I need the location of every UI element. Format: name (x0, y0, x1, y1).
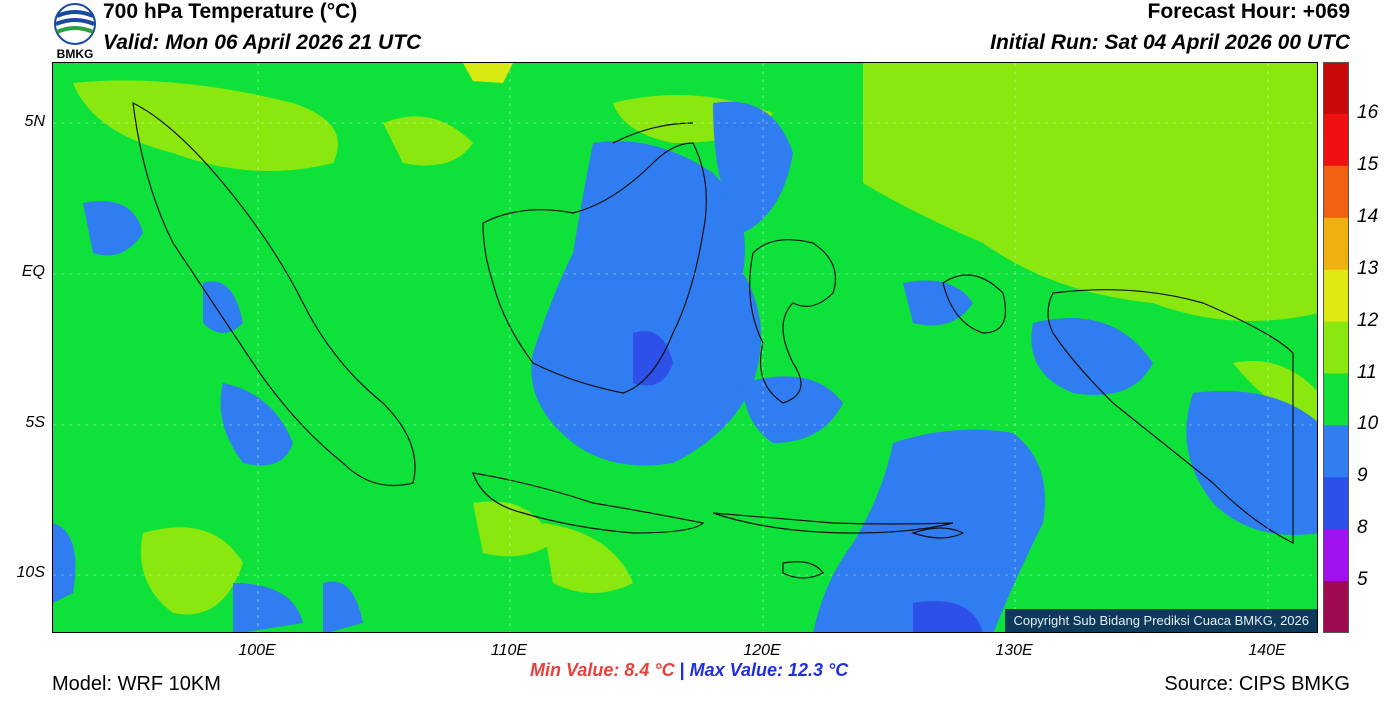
temperature-map: Copyright Sub Bidang Prediksi Cuaca BMKG… (52, 62, 1318, 633)
colorbar-segment (1323, 165, 1349, 219)
lon-label-110e: 110E (490, 642, 528, 659)
colorbar-segment (1323, 321, 1349, 374)
colorbar-segment (1323, 373, 1349, 426)
source-label: Source: CIPS BMKG (1164, 673, 1350, 695)
colorbar-label: 11 (1357, 361, 1377, 383)
colorbar-label: 10 (1357, 413, 1379, 435)
colorbar-label: 14 (1357, 205, 1379, 227)
colorbar-segment (1323, 529, 1349, 582)
model-label: Model: WRF 10KM (52, 673, 221, 695)
colorbar-label: 16 (1357, 101, 1379, 123)
colorbar-label: 8 (1357, 517, 1368, 539)
valid-time: Valid: Mon 06 April 2026 21 UTC (103, 31, 422, 54)
min-max-values: Min Value: 8.4 °C | Max Value: 12.3 °C (530, 660, 848, 681)
min-value: Min Value: 8.4 °C (530, 660, 675, 680)
lon-label-120e: 120E (743, 642, 781, 659)
map-field (53, 63, 1317, 632)
lat-label-10s: 10S (16, 564, 45, 581)
colorbar-segment (1323, 477, 1349, 530)
colorbar-segment (1323, 62, 1349, 115)
lat-label-eq: EQ (21, 263, 45, 280)
lon-label-100e: 100E (238, 642, 276, 659)
colorbar-segment (1323, 113, 1349, 167)
map-title: 700 hPa Temperature (°C) (103, 0, 358, 23)
colorbar-segment (1323, 425, 1349, 478)
max-value: Max Value: 12.3 °C (689, 660, 849, 680)
lat-label-5s: 5S (25, 414, 45, 431)
bmkg-logo: BMKG (54, 3, 96, 60)
lon-label-140e: 140E (1248, 642, 1286, 659)
colorbar-label: 5 (1357, 569, 1368, 591)
colorbar-segment (1323, 269, 1349, 323)
colorbar-segment (1323, 581, 1349, 633)
colorbar-label: 13 (1357, 257, 1379, 279)
colorbar-label: 9 (1357, 465, 1368, 487)
colorbar-label: 15 (1357, 153, 1379, 175)
logo-text: BMKG (57, 47, 94, 60)
initial-run: Initial Run: Sat 04 April 2026 00 UTC (990, 31, 1350, 54)
separator: | (679, 660, 685, 680)
lat-label-5n: 5N (24, 113, 45, 130)
forecast-hour: Forecast Hour: +069 (1147, 0, 1351, 23)
copyright-label: Copyright Sub Bidang Prediksi Cuaca BMKG… (1005, 609, 1317, 632)
colorbar-label: 12 (1357, 309, 1379, 331)
lon-label-130e: 130E (995, 642, 1033, 659)
colorbar-segment (1323, 217, 1349, 271)
colorbar (1323, 62, 1349, 633)
